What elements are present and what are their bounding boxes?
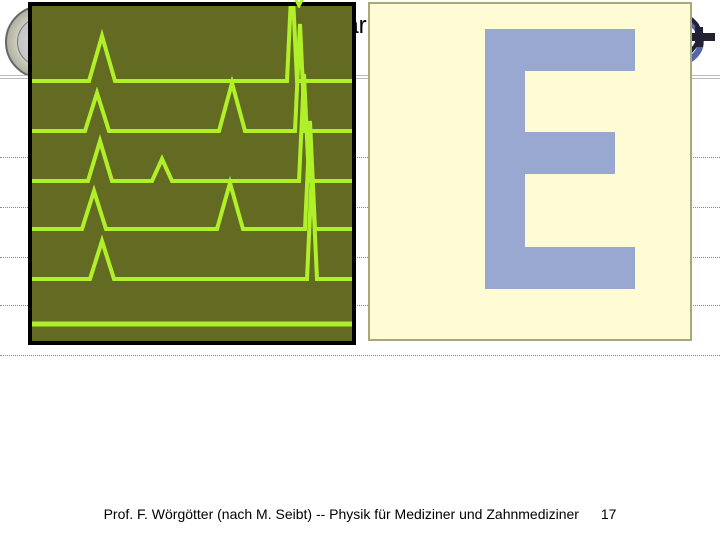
e-bottom-arm [525, 247, 635, 289]
transducer-icon [287, 0, 311, 8]
ascan-panel [28, 2, 356, 345]
footer-text: Prof. F. Wörgötter (nach M. Seibt) -- Ph… [104, 506, 579, 522]
page-number: 17 [601, 506, 617, 522]
e-mid-arm [525, 132, 615, 174]
ascan-traces [32, 6, 352, 341]
e-top-arm [525, 29, 635, 71]
e-shape-panel [368, 2, 692, 341]
e-stem [485, 29, 525, 289]
gridline [0, 355, 720, 356]
footer: Prof. F. Wörgötter (nach M. Seibt) -- Ph… [0, 506, 720, 522]
